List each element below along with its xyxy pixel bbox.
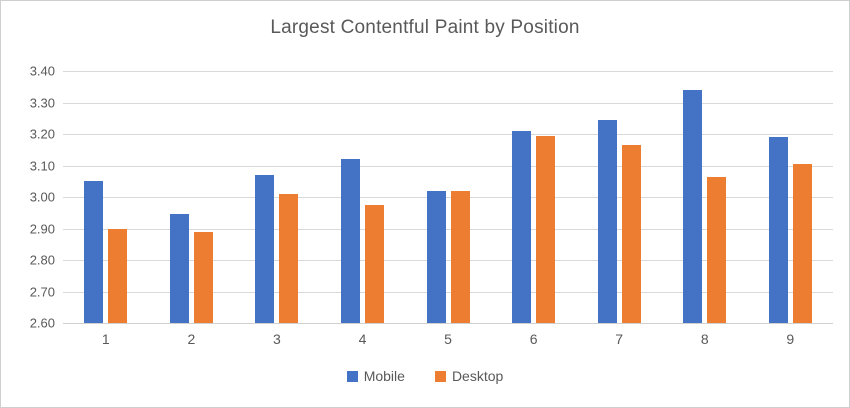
- bar-mobile-5: [426, 190, 446, 323]
- bar-group-6: [491, 71, 577, 323]
- bar-mobile-1: [84, 181, 104, 323]
- x-axis: 1 2 3 4 5 6 7 8 9: [63, 331, 833, 347]
- bar-desktop-7: [621, 145, 641, 323]
- bar-group-4: [320, 71, 406, 323]
- gridline: [63, 103, 833, 104]
- bar-desktop-6: [536, 135, 556, 323]
- bar-groups: [63, 71, 833, 323]
- bar-group-9: [748, 71, 834, 323]
- chart-title: Largest Contentful Paint by Position: [270, 17, 580, 38]
- bar-group-5: [405, 71, 491, 323]
- legend-item-desktop: Desktop: [434, 368, 504, 384]
- y-tick-label: 2.70: [29, 284, 55, 300]
- y-tick-label: 3.00: [29, 189, 55, 205]
- legend-swatch-mobile: [346, 370, 358, 382]
- y-tick-label: 2.60: [29, 315, 55, 331]
- gridline: [63, 71, 833, 72]
- x-tick-label: 6: [529, 331, 538, 347]
- x-tick-label: 1: [101, 331, 110, 347]
- y-tick-label: 3.40: [29, 63, 55, 79]
- legend-swatch-desktop: [434, 370, 446, 382]
- plot-area: [63, 71, 833, 324]
- gridline: [63, 292, 833, 293]
- y-axis: 3.40 3.30 3.20 3.10 3.00 2.90 2.80 2.70 2.60: [1, 64, 55, 331]
- x-tick-label: 2: [187, 331, 196, 347]
- bar-desktop-2: [193, 231, 213, 323]
- bar-desktop-5: [450, 190, 470, 323]
- bar-mobile-7: [597, 119, 617, 323]
- bar-group-1: [63, 71, 149, 323]
- bar-group-7: [576, 71, 662, 323]
- bar-group-3: [234, 71, 320, 323]
- gridline: [63, 166, 833, 167]
- x-tick-label: 5: [444, 331, 452, 347]
- y-tick-label: 3.30: [29, 95, 55, 111]
- y-tick-label: 3.20: [29, 126, 55, 142]
- bar-desktop-8: [707, 176, 727, 323]
- gridline: [63, 197, 833, 198]
- legend-label: Mobile: [363, 368, 405, 384]
- x-tick-label: 7: [615, 331, 624, 347]
- bar-group-8: [662, 71, 748, 323]
- x-axis-line: [63, 323, 833, 324]
- legend-item-mobile: Mobile: [346, 368, 405, 384]
- bar-mobile-9: [768, 137, 788, 323]
- y-tick-label: 3.10: [29, 158, 55, 174]
- y-tick-label: 2.90: [29, 221, 55, 237]
- bar-mobile-3: [255, 175, 275, 323]
- bar-desktop-9: [792, 163, 812, 323]
- x-tick-label: 9: [786, 331, 795, 347]
- gridline: [63, 134, 833, 135]
- bar-mobile-8: [683, 89, 703, 323]
- bar-desktop-3: [279, 193, 299, 323]
- bar-mobile-2: [169, 214, 189, 323]
- bar-group-2: [149, 71, 235, 323]
- bar-desktop-1: [108, 228, 128, 323]
- legend-label: Desktop: [451, 368, 504, 384]
- x-tick-label: 4: [358, 331, 367, 347]
- x-tick-label: 3: [273, 331, 281, 347]
- gridline: [63, 229, 833, 230]
- bar-mobile-6: [512, 130, 532, 323]
- bar-desktop-4: [364, 204, 384, 323]
- legend: Mobile Desktop: [1, 368, 849, 384]
- y-tick-label: 2.80: [29, 252, 55, 268]
- gridline: [63, 260, 833, 261]
- bar-mobile-4: [340, 159, 360, 323]
- x-tick-label: 8: [700, 331, 709, 347]
